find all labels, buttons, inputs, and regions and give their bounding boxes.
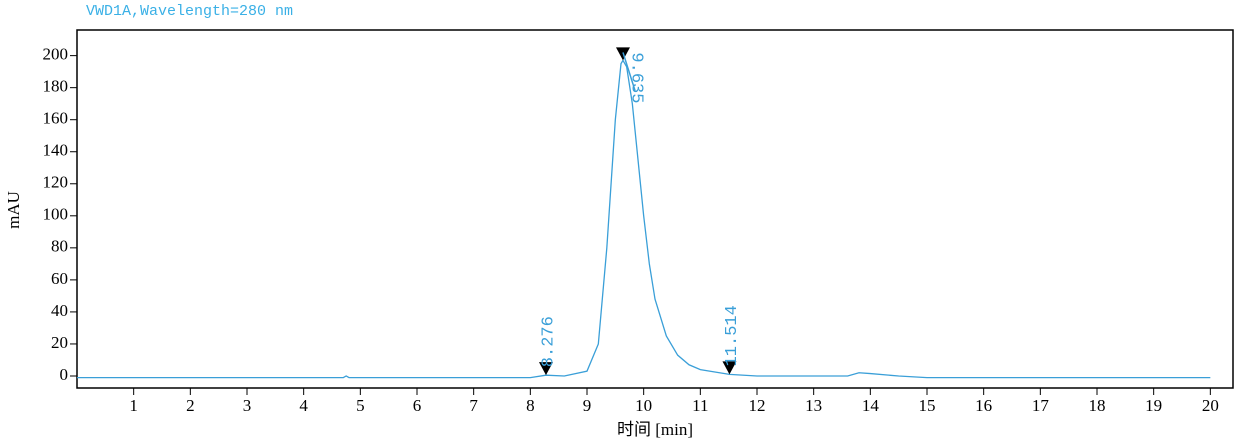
y-tick-label: 140 [43,141,69,160]
peak-label: 9.635 [626,52,645,103]
y-tick-label: 160 [43,109,69,128]
x-tick-label: 19 [1145,396,1162,415]
y-axis-label: mAU [4,191,23,229]
x-tick-label: 9 [583,396,592,415]
x-tick-label: 14 [862,396,880,415]
plot-frame [76,29,1234,389]
x-tick-label: 12 [749,396,766,415]
x-axis-label: 时间 [min] [617,420,693,439]
x-tick-label: 5 [356,396,365,415]
y-tick-label: 60 [51,269,68,288]
peak-leader [622,52,636,91]
y-tick-label: 40 [51,301,68,320]
x-tick-label: 4 [299,396,308,415]
x-tick-label: 3 [243,396,252,415]
x-tick-label: 13 [805,396,822,415]
y-tick-label: 20 [51,333,68,352]
x-tick-label: 15 [919,396,936,415]
peak-marker [538,362,553,376]
x-tick-label: 1 [129,396,138,415]
signal-line [77,59,1211,379]
y-tick-label: 120 [43,173,69,192]
x-tick-label: 16 [975,396,992,415]
peak-label: 11.514 [723,305,742,366]
x-tick-label: 8 [526,396,535,415]
y-tick-label: 100 [43,205,69,224]
x-tick-label: 10 [635,396,652,415]
x-tick-label: 2 [186,396,195,415]
y-tick-label: 80 [51,237,68,256]
x-tick-label: 20 [1202,396,1219,415]
peak-marker [722,361,737,375]
peak-label: 8.276 [539,316,558,367]
x-tick-label: 7 [469,396,478,415]
x-tick-label: 6 [413,396,422,415]
y-tick-label: 0 [60,365,69,384]
y-tick-label: 200 [43,45,69,64]
x-tick-label: 17 [1032,396,1050,415]
y-tick-label: 180 [43,77,69,96]
x-tick-label: 18 [1089,396,1106,415]
chart-title: VWD1A,Wavelength=280 nm [86,3,293,20]
x-tick-label: 11 [692,396,708,415]
